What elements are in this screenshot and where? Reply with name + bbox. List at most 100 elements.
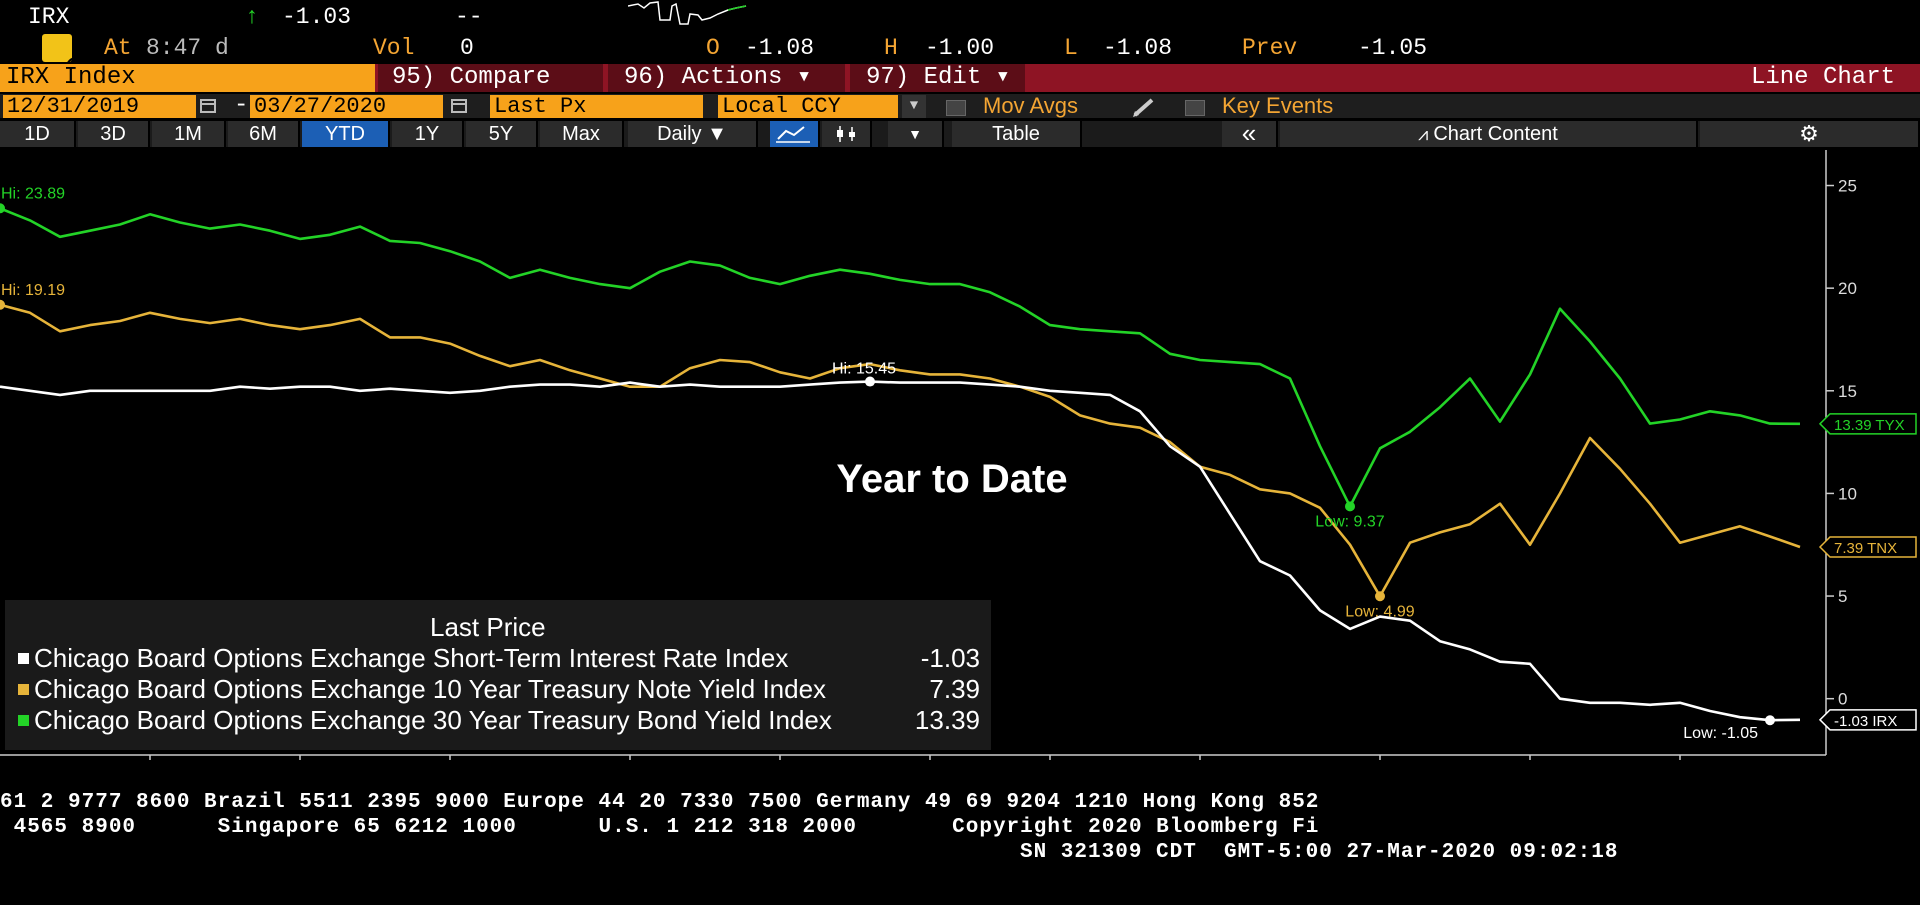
mov-avgs-checkbox[interactable]	[946, 100, 966, 116]
legend-swatch	[18, 684, 29, 695]
marker-lo-tyx	[1345, 501, 1355, 512]
y-tick-label: 15	[1838, 382, 1857, 401]
legend-label: Chicago Board Options Exchange 30 Year T…	[34, 705, 832, 735]
legend-item-irx: Chicago Board Options Exchange Short-Ter…	[18, 643, 788, 673]
marker-label-lo-tnx: Low: 4.99	[1345, 603, 1414, 620]
alert-icon[interactable]	[42, 34, 87, 77]
legend-box	[5, 600, 991, 750]
period-max[interactable]: Max	[540, 121, 624, 147]
legend-label: Chicago Board Options Exchange 10 Year T…	[34, 674, 827, 704]
marker-label-hi-tyx: Hi: 23.89	[1, 185, 65, 202]
legend-title: Last Price	[430, 612, 546, 642]
chart-content-icon: ⩘	[1418, 124, 1434, 144]
mov-avgs-label: Mov Avgs	[983, 93, 1078, 118]
chevron-down-icon[interactable]: ▼	[888, 121, 944, 147]
currency-selector[interactable]: Local CCY	[718, 95, 898, 118]
calendar-icon[interactable]	[200, 99, 216, 113]
low-value: -1.08	[1103, 35, 1173, 61]
marker-hi-tnx	[0, 299, 5, 310]
legend-item-tnx: Chicago Board Options Exchange 10 Year T…	[18, 674, 826, 704]
y-tick-label: 25	[1838, 177, 1857, 196]
up-arrow-icon: ↑	[245, 4, 259, 30]
y-tick-label: 0	[1838, 690, 1847, 709]
at-label: At	[104, 35, 132, 61]
calendar-icon[interactable]	[451, 99, 467, 113]
pencil-icon[interactable]	[1132, 96, 1158, 118]
ticker: IRX	[28, 4, 70, 30]
marker-label-lo-tyx: Low: 9.37	[1315, 513, 1384, 530]
footer-session: SN 321309 CDT GMT-5:00 27-Mar-2020 09:02…	[1020, 841, 1619, 864]
chart-title: Year to Date	[836, 457, 1067, 501]
marker-lo-irx	[1765, 715, 1775, 726]
last-value-tag-tyx	[1818, 413, 1917, 435]
candle-chart-icon[interactable]	[822, 121, 872, 147]
period-1d[interactable]: 1D	[0, 121, 76, 147]
frequency-selector[interactable]: Daily ▼	[628, 121, 758, 147]
marker-label-hi-tnx: Hi: 19.19	[1, 282, 65, 299]
legend-swatch	[18, 715, 29, 726]
security-field[interactable]: IRX Index	[0, 64, 375, 92]
legend-label: Chicago Board Options Exchange Short-Ter…	[34, 643, 789, 673]
field-selector[interactable]: Last Px	[490, 95, 703, 118]
gear-icon[interactable]: ⚙	[1700, 121, 1920, 147]
last-value-tag-tnx	[1818, 536, 1917, 558]
legend-item-tyx: Chicago Board Options Exchange 30 Year T…	[18, 705, 832, 735]
edit-menu[interactable]: 97) Edit ▾	[850, 64, 1025, 92]
line-chart: 0510152025Jan 8Jan 15Jan 23Jan 31Feb 7Fe…	[0, 150, 1917, 760]
last-value-label-tnx: 7.39 TNX	[1834, 540, 1897, 557]
high-label: H	[884, 35, 898, 61]
start-date-field[interactable]: 12/31/2019	[3, 95, 196, 118]
marker-label-hi-irx: Hi: 15.45	[832, 361, 896, 378]
marker-label-lo-irx: Low: -1.05	[1683, 725, 1758, 742]
chart-content-label: Chart Content	[1433, 123, 1558, 145]
marker-hi-tyx	[0, 203, 5, 214]
high-value: -1.00	[925, 35, 995, 61]
last-value-label-irx: -1.03 IRX	[1834, 713, 1897, 730]
last-value-tag-irx	[1818, 709, 1917, 731]
series-line-tyx	[0, 207, 1801, 508]
footer-contacts-1: 61 2 9777 8600 Brazil 5511 2395 9000 Eur…	[0, 791, 1320, 814]
period-ytd[interactable]: YTD	[302, 121, 390, 147]
series-line-irx	[0, 380, 1801, 722]
last-price: -1.03	[282, 4, 352, 30]
prev-value: -1.05	[1358, 35, 1428, 61]
chart-content-button[interactable]: ⩘ Chart Content	[1280, 121, 1698, 147]
change-dash: --	[455, 4, 483, 30]
date-separator: -	[234, 92, 249, 119]
marker-lo-tnx	[1375, 591, 1385, 602]
marker-hi-irx	[865, 376, 875, 387]
actions-menu[interactable]: 96) Actions ▾	[608, 64, 845, 92]
compare-button[interactable]: 95) Compare	[378, 64, 603, 92]
period-3d[interactable]: 3D	[78, 121, 150, 147]
period-6m[interactable]: 6M	[228, 121, 300, 147]
key-events-label: Key Events	[1222, 93, 1334, 118]
end-date-field[interactable]: 03/27/2020	[250, 95, 443, 118]
quote-time: 8:47 d	[146, 35, 229, 61]
prev-label: Prev	[1242, 35, 1298, 61]
sparkline-icon	[628, 1, 747, 25]
low-label: L	[1064, 35, 1078, 61]
y-tick-label: 20	[1838, 279, 1857, 298]
series-line-tnx	[0, 303, 1801, 598]
legend-swatch	[18, 653, 29, 664]
vol-label: Vol	[373, 35, 415, 61]
y-tick-label: 10	[1838, 484, 1857, 503]
period-1m[interactable]: 1M	[152, 121, 226, 147]
collapse-icon[interactable]: «	[1222, 120, 1278, 147]
chart-type-label: Line Chart	[1750, 64, 1895, 91]
last-value-label-tyx: 13.39 TYX	[1834, 417, 1905, 434]
y-tick-label: 5	[1838, 587, 1847, 606]
legend-value-tnx: 7.39	[929, 674, 980, 704]
line-chart-icon[interactable]	[770, 121, 820, 147]
key-events-checkbox[interactable]	[1185, 100, 1205, 116]
open-value: -1.08	[745, 35, 815, 61]
period-1y[interactable]: 1Y	[392, 121, 464, 147]
table-button[interactable]: Table	[952, 121, 1082, 147]
footer-contacts-2: 4565 8900 Singapore 65 6212 1000 U.S. 1 …	[0, 816, 1320, 839]
period-5y[interactable]: 5Y	[466, 121, 538, 147]
chevron-down-icon[interactable]: ▼	[902, 95, 926, 118]
vol-value: 0	[460, 35, 474, 61]
legend-value-irx: -1.03	[920, 643, 980, 673]
legend-value-tyx: 13.39	[914, 705, 980, 735]
open-label: O	[706, 35, 720, 61]
